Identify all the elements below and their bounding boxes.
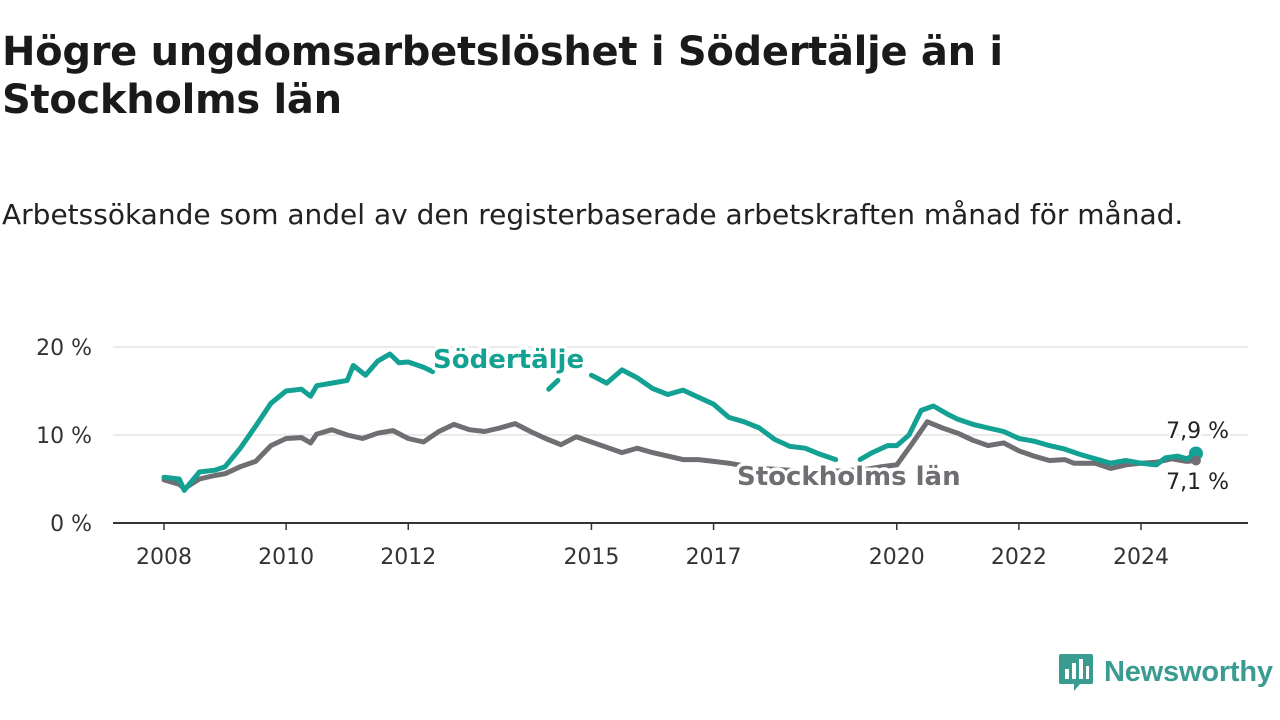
x-tick-label: 2012 [380,545,436,570]
series-line-sodertalje [161,351,436,493]
newsworthy-logo-icon [1059,654,1093,691]
newsworthy-wordmark: Newsworthy [1104,655,1273,688]
series-end-point-stockholms-lan [1190,455,1201,466]
line-chart: 0 % 10 % 20 % 2008 2010 2012 2015 2017 2020 2022… [36,336,1248,570]
series-line-sodertalje [588,367,839,463]
x-tick-label: 2024 [1113,545,1169,570]
x-tick-label: 2008 [136,545,192,570]
x-tick-label: 2015 [563,545,619,570]
chart-title: Högre ungdomsarbetslöshet i Södertälje ä… [2,29,1003,123]
y-tick-label: 0 % [50,512,92,537]
series-line-sodertalje [857,403,1199,468]
y-tick-label: 20 % [36,336,92,361]
series-line-sodertalje [546,377,561,392]
end-value-label-stockholms-lan: 7,1 % [1166,470,1229,495]
x-tick-label: 2022 [991,545,1047,570]
x-tick-label: 2010 [258,545,314,570]
y-tick-label: 10 % [36,424,92,449]
x-tick-label: 2020 [869,545,925,570]
series-line-stockholms-lan [161,419,1199,492]
series-label-sodertalje: Södertälje [433,345,584,375]
newsworthy-logo: Newsworthy [1058,652,1273,692]
series-label-stockholms-lan: Stockholms län [737,462,961,492]
chart-subtitle: Arbetssökande som andel av den registerb… [2,198,1184,231]
end-value-label-sodertalje: 7,9 % [1166,419,1229,444]
x-tick-label: 2017 [686,545,742,570]
